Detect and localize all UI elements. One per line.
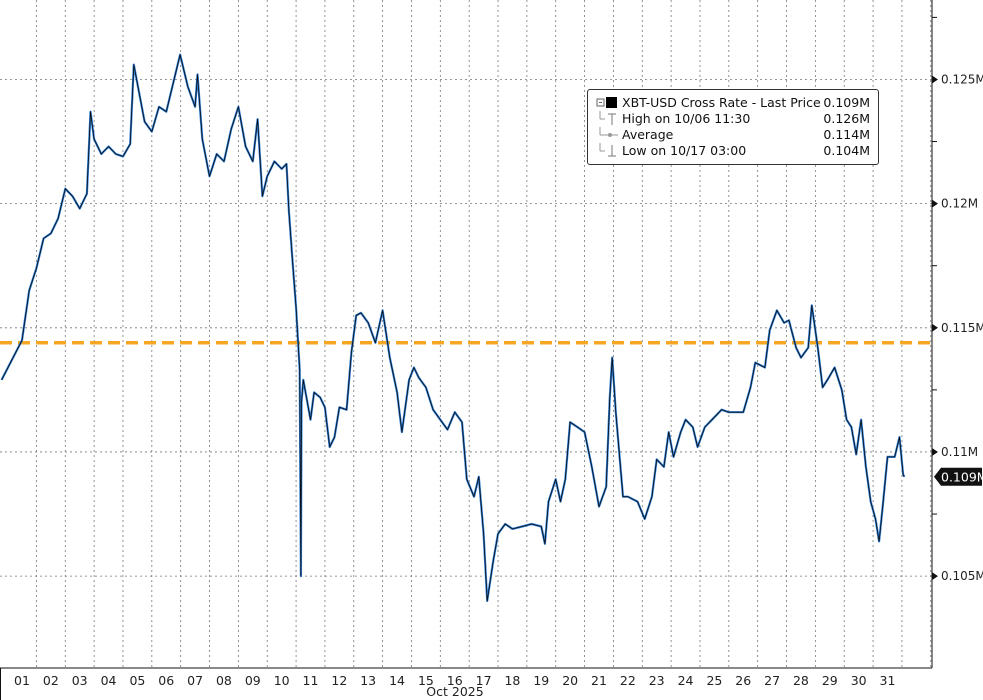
y-tick-marker [932, 199, 938, 208]
legend-label: Average [622, 127, 674, 142]
legend-item-high: High on 10/06 11:30 0.126M [596, 111, 870, 127]
y-tick-marker [932, 447, 938, 456]
x-tick-label: 03 [72, 673, 88, 688]
x-tick-label: 28 [793, 673, 809, 688]
x-tick-label: 02 [43, 673, 59, 688]
y-tick-label: 0.11M [941, 445, 978, 459]
last-price-label: 0.109M [934, 467, 983, 486]
x-tick-label: 14 [389, 673, 405, 688]
low-marker-icon [599, 143, 616, 157]
x-tick-label: 25 [706, 673, 722, 688]
last-price-box [934, 467, 982, 486]
x-tick-label: 12 [331, 673, 347, 688]
x-tick-label: 10 [274, 673, 290, 688]
legend: XBT-USD Cross Rate - Last Price 0.109M H… [587, 89, 879, 165]
y-tick-marker [932, 75, 938, 84]
legend-item-average: Average 0.114M [596, 127, 870, 143]
last-price-text: 0.109M [941, 469, 983, 484]
x-tick-label: 05 [129, 673, 145, 688]
x-tick-label: 24 [678, 673, 694, 688]
x-tick-label: 27 [764, 673, 780, 688]
x-tick-label: 19 [533, 673, 549, 688]
x-tick-label: 15 [418, 673, 434, 688]
x-tick-label: 13 [360, 673, 376, 688]
x-tick-label: 18 [504, 673, 520, 688]
legend-value: 0.104M [823, 143, 870, 158]
legend-value: 0.114M [823, 127, 870, 142]
x-tick-label: 17 [476, 673, 492, 688]
legend-item-last-price: XBT-USD Cross Rate - Last Price 0.109M [596, 95, 870, 111]
legend-value: 0.109M [823, 95, 870, 110]
y-tick-label: 0.105M [941, 569, 983, 583]
high-marker-icon [599, 111, 616, 125]
x-tick-label: 29 [822, 673, 838, 688]
x-tick-label: 21 [591, 673, 607, 688]
x-tick-label: 30 [851, 673, 867, 688]
y-tick-label: 0.125M [941, 72, 983, 86]
x-tick-label: 06 [158, 673, 174, 688]
y-tick-marker [932, 323, 938, 332]
average-marker-icon [599, 127, 618, 137]
x-tick-label: 09 [245, 673, 261, 688]
x-tick-label: 07 [187, 673, 203, 688]
x-tick-label: 11 [303, 673, 319, 688]
legend-item-low: Low on 10/17 03:00 0.104M [596, 143, 870, 159]
legend-label: Low on 10/17 03:00 [622, 143, 747, 158]
x-tick-label: 01 [14, 673, 30, 688]
x-axis-label: Oct 2025 [426, 684, 483, 699]
x-tick-label: 16 [447, 673, 463, 688]
x-tick-label: 26 [735, 673, 751, 688]
x-tick-label: 08 [216, 673, 232, 688]
x-tick-label: 20 [562, 673, 578, 688]
x-tick-label: 04 [101, 673, 117, 688]
x-tick-label: 31 [880, 673, 896, 688]
x-tick-label: 23 [649, 673, 665, 688]
y-tick-label: 0.115M [941, 321, 983, 335]
filled-square-icon [596, 97, 617, 108]
y-tick-label: 0.12M [941, 197, 978, 211]
legend-label: High on 10/06 11:30 [622, 111, 751, 126]
legend-value: 0.126M [823, 111, 870, 126]
legend-label: XBT-USD Cross Rate - Last Price [622, 95, 821, 110]
price-series-outline [1, 54, 905, 602]
x-tick-label: 22 [620, 673, 636, 688]
y-tick-marker [932, 572, 938, 581]
